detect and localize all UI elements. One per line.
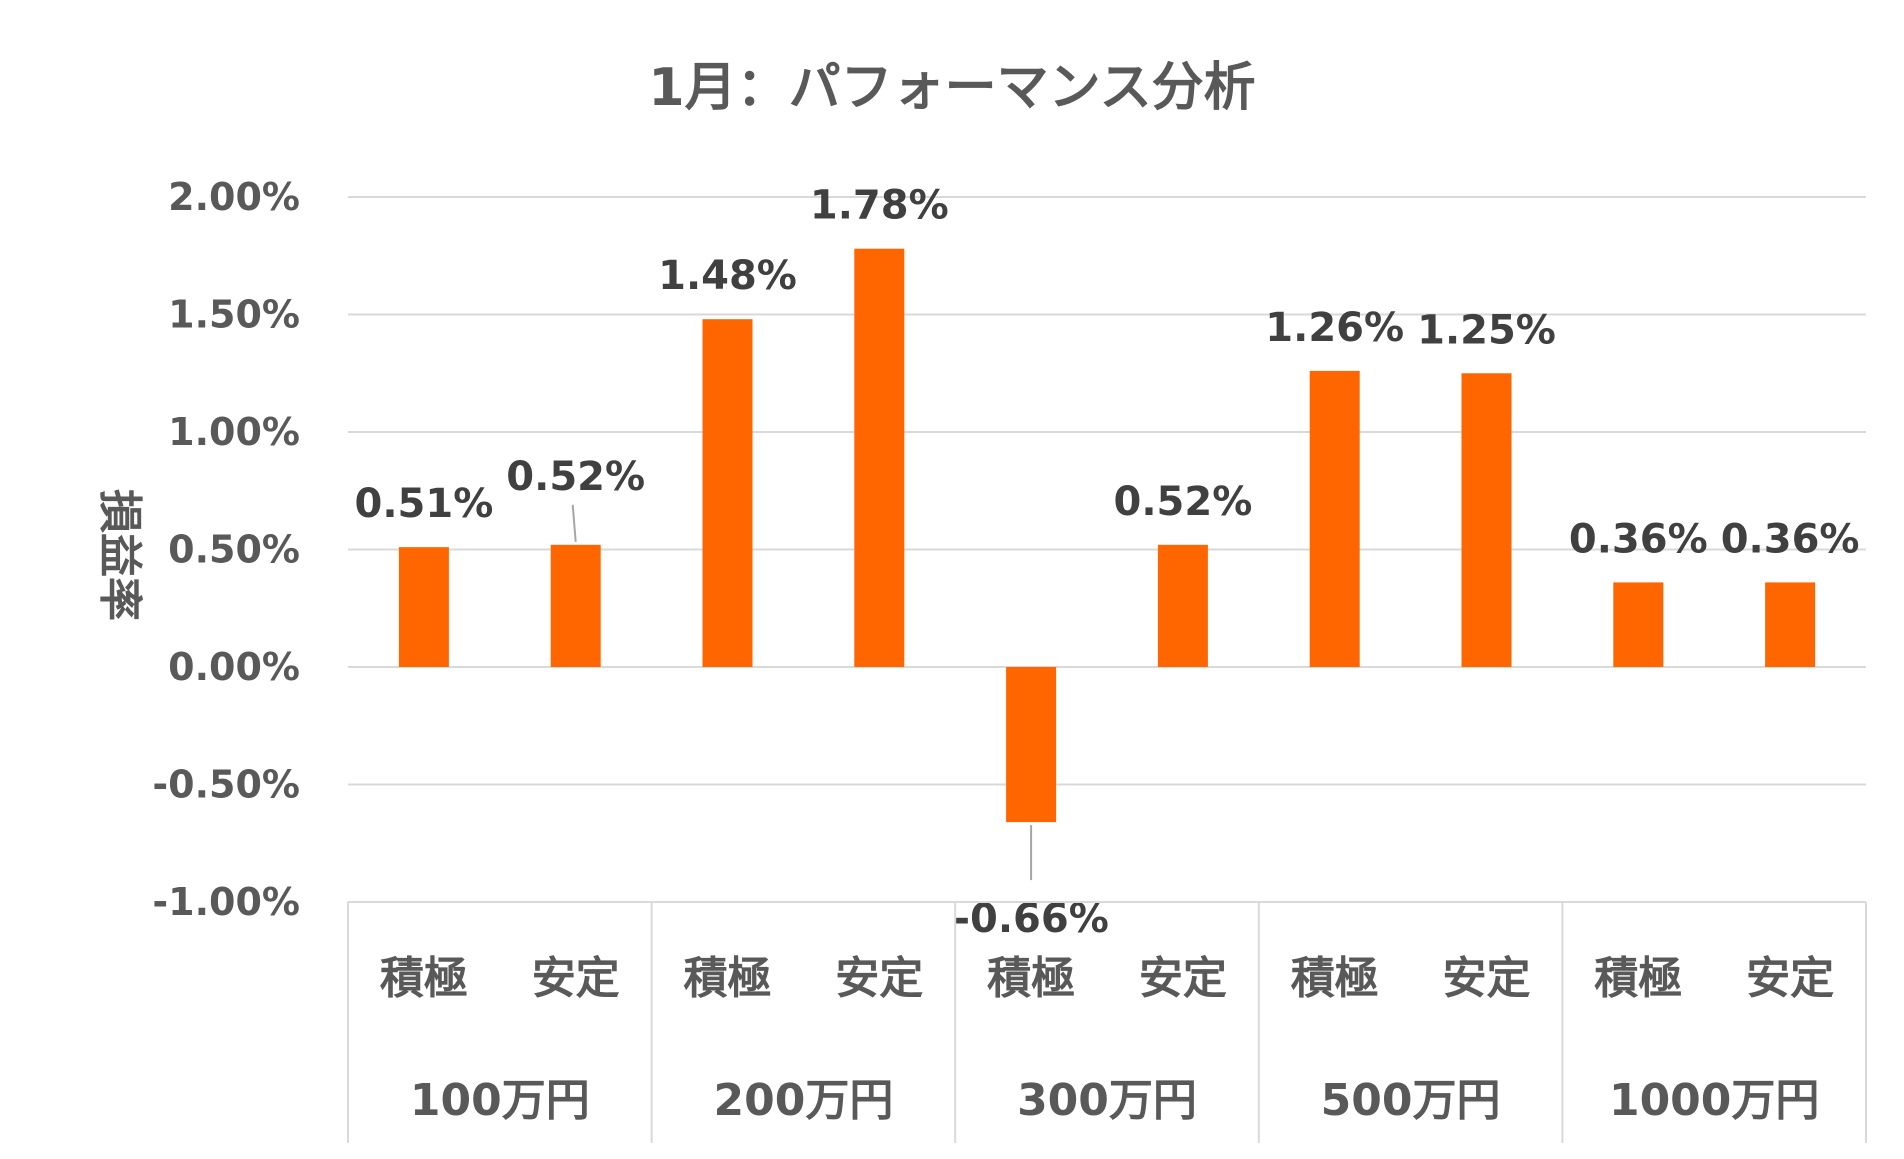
data-label: 1.78% — [810, 183, 949, 229]
gridlines — [348, 196, 1866, 786]
data-label: 1.48% — [658, 253, 797, 299]
group-label: 1000万円 — [1609, 1075, 1819, 1126]
data-label: 0.36% — [1569, 516, 1708, 562]
y-tick-label: 0.50% — [168, 528, 300, 572]
y-axis-ticks: 2.00% 1.50% 1.00% 0.50% 0.00% -0.50% -1.00% — [152, 175, 300, 924]
group-label: 500万円 — [1321, 1075, 1501, 1126]
data-label: 0.36% — [1721, 516, 1860, 562]
category-label: 積極 — [1291, 953, 1379, 1004]
category-label: 積極 — [380, 953, 468, 1004]
category-label: 安定 — [1139, 953, 1227, 1004]
data-labels: 0.51% 0.52% 1.48% 1.78% -0.66% 0.52% 1.26% 1.25… — [355, 183, 1860, 942]
bar-8 — [1461, 373, 1512, 667]
data-label: 0.52% — [1114, 479, 1253, 525]
bar-1 — [398, 547, 449, 667]
bar-2 — [550, 544, 601, 667]
bar-5 — [1006, 667, 1057, 823]
bar-4 — [854, 248, 905, 667]
y-tick-label: 1.50% — [168, 293, 300, 337]
category-label: 安定 — [1746, 953, 1834, 1004]
bar-7 — [1309, 370, 1360, 667]
bar-9 — [1613, 582, 1664, 667]
y-tick-label: 1.00% — [168, 410, 300, 454]
bar-6 — [1157, 544, 1208, 667]
category-label: 積極 — [987, 953, 1075, 1004]
bars — [398, 248, 1816, 823]
group-label: 300万円 — [1017, 1075, 1197, 1126]
data-label: 0.51% — [355, 481, 494, 527]
category-label: 積極 — [1594, 953, 1682, 1004]
y-tick-label: 2.00% — [168, 175, 300, 219]
group-label: 200万円 — [713, 1075, 893, 1126]
leader-line — [571, 504, 577, 542]
data-label: 1.25% — [1417, 307, 1556, 353]
data-label: 1.26% — [1265, 305, 1404, 351]
y-tick-label: -1.00% — [152, 880, 300, 924]
bar-3 — [702, 319, 753, 667]
data-label: -0.66% — [953, 896, 1108, 942]
category-label: 安定 — [1443, 953, 1531, 1004]
bar-10 — [1765, 582, 1816, 667]
group-label: 100万円 — [410, 1075, 590, 1126]
y-tick-label: 0.00% — [168, 645, 300, 689]
category-axis: 積極 安定 積極 安定 積極 安定 積極 安定 積極 安定 100万円 200万円 300万円 500万円… — [347, 901, 1867, 1143]
y-axis-label: 損益率 — [94, 489, 145, 621]
category-label: 積極 — [684, 953, 772, 1004]
chart-title: 1月：パフォーマンス分析 — [648, 58, 1255, 118]
category-label: 安定 — [532, 953, 620, 1004]
category-label: 安定 — [835, 953, 923, 1004]
y-tick-label: -0.50% — [152, 763, 300, 807]
data-label: 0.52% — [506, 454, 645, 500]
